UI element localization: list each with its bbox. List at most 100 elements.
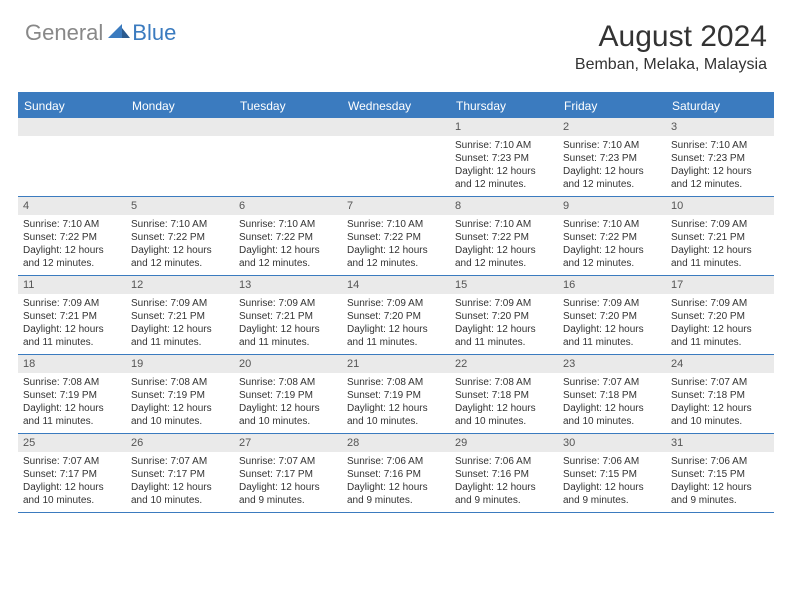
day-body: Sunrise: 7:10 AMSunset: 7:22 PMDaylight:… [450,215,558,274]
day-number: 22 [450,355,558,373]
day-body: Sunrise: 7:08 AMSunset: 7:19 PMDaylight:… [126,373,234,432]
logo-text-blue: Blue [132,20,176,46]
day-cell: 14Sunrise: 7:09 AMSunset: 7:20 PMDayligh… [342,276,450,354]
sunset-text: Sunset: 7:22 PM [347,231,445,244]
day-cell: 25Sunrise: 7:07 AMSunset: 7:17 PMDayligh… [18,434,126,512]
sunrise-text: Sunrise: 7:10 AM [23,218,121,231]
sunrise-text: Sunrise: 7:08 AM [239,376,337,389]
day-cell: 10Sunrise: 7:09 AMSunset: 7:21 PMDayligh… [666,197,774,275]
sunset-text: Sunset: 7:21 PM [239,310,337,323]
daylight-text: Daylight: 12 hours and 10 minutes. [455,402,553,428]
day-number: 30 [558,434,666,452]
daylight-text: Daylight: 12 hours and 10 minutes. [23,481,121,507]
sunrise-text: Sunrise: 7:08 AM [23,376,121,389]
daylight-text: Daylight: 12 hours and 12 minutes. [131,244,229,270]
logo-text-general: General [25,20,103,46]
sunrise-text: Sunrise: 7:10 AM [239,218,337,231]
day-number: 18 [18,355,126,373]
sunrise-text: Sunrise: 7:09 AM [239,297,337,310]
day-number: 21 [342,355,450,373]
day-cell [342,118,450,196]
day-cell: 26Sunrise: 7:07 AMSunset: 7:17 PMDayligh… [126,434,234,512]
day-number: 31 [666,434,774,452]
day-body: Sunrise: 7:06 AMSunset: 7:15 PMDaylight:… [558,452,666,511]
sunset-text: Sunset: 7:21 PM [131,310,229,323]
sunset-text: Sunset: 7:23 PM [563,152,661,165]
sunrise-text: Sunrise: 7:10 AM [563,218,661,231]
daylight-text: Daylight: 12 hours and 10 minutes. [347,402,445,428]
sunset-text: Sunset: 7:19 PM [23,389,121,402]
sunset-text: Sunset: 7:15 PM [563,468,661,481]
day-cell: 4Sunrise: 7:10 AMSunset: 7:22 PMDaylight… [18,197,126,275]
day-body: Sunrise: 7:07 AMSunset: 7:17 PMDaylight:… [234,452,342,511]
daylight-text: Daylight: 12 hours and 11 minutes. [671,323,769,349]
day-cell: 20Sunrise: 7:08 AMSunset: 7:19 PMDayligh… [234,355,342,433]
sunrise-text: Sunrise: 7:06 AM [671,455,769,468]
day-cell: 3Sunrise: 7:10 AMSunset: 7:23 PMDaylight… [666,118,774,196]
day-cell: 2Sunrise: 7:10 AMSunset: 7:23 PMDaylight… [558,118,666,196]
day-number: 19 [126,355,234,373]
daylight-text: Daylight: 12 hours and 11 minutes. [23,402,121,428]
sunset-text: Sunset: 7:18 PM [671,389,769,402]
day-cell [234,118,342,196]
daylight-text: Daylight: 12 hours and 10 minutes. [239,402,337,428]
day-number: 2 [558,118,666,136]
page-title: August 2024 [575,20,767,54]
daylight-text: Daylight: 12 hours and 11 minutes. [563,323,661,349]
week-row: 4Sunrise: 7:10 AMSunset: 7:22 PMDaylight… [18,197,774,276]
day-number-empty [342,118,450,136]
day-number: 9 [558,197,666,215]
weeks-container: 1Sunrise: 7:10 AMSunset: 7:23 PMDaylight… [18,118,774,513]
sunset-text: Sunset: 7:22 PM [23,231,121,244]
calendar: Sunday Monday Tuesday Wednesday Thursday… [18,92,774,513]
day-cell: 24Sunrise: 7:07 AMSunset: 7:18 PMDayligh… [666,355,774,433]
day-number: 15 [450,276,558,294]
day-number: 20 [234,355,342,373]
sunset-text: Sunset: 7:20 PM [455,310,553,323]
daylight-text: Daylight: 12 hours and 12 minutes. [23,244,121,270]
daylight-text: Daylight: 12 hours and 9 minutes. [671,481,769,507]
sunset-text: Sunset: 7:21 PM [671,231,769,244]
sunrise-text: Sunrise: 7:07 AM [239,455,337,468]
day-cell: 30Sunrise: 7:06 AMSunset: 7:15 PMDayligh… [558,434,666,512]
day-cell: 15Sunrise: 7:09 AMSunset: 7:20 PMDayligh… [450,276,558,354]
sunset-text: Sunset: 7:21 PM [23,310,121,323]
day-cell: 5Sunrise: 7:10 AMSunset: 7:22 PMDaylight… [126,197,234,275]
sunset-text: Sunset: 7:22 PM [563,231,661,244]
day-cell: 28Sunrise: 7:06 AMSunset: 7:16 PMDayligh… [342,434,450,512]
sunset-text: Sunset: 7:17 PM [23,468,121,481]
sunset-text: Sunset: 7:18 PM [563,389,661,402]
day-cell: 31Sunrise: 7:06 AMSunset: 7:15 PMDayligh… [666,434,774,512]
daylight-text: Daylight: 12 hours and 11 minutes. [347,323,445,349]
sunrise-text: Sunrise: 7:07 AM [671,376,769,389]
day-cell: 22Sunrise: 7:08 AMSunset: 7:18 PMDayligh… [450,355,558,433]
day-body: Sunrise: 7:08 AMSunset: 7:19 PMDaylight:… [234,373,342,432]
day-cell: 23 Sunrise: 7:07 AMSunset: 7:18 PMDayligh… [558,355,666,433]
day-body: Sunrise: 7:07 AMSunset: 7:18 PMDaylight:… [666,373,774,432]
sunrise-text: Sunrise: 7:08 AM [131,376,229,389]
day-header-wednesday: Wednesday [342,94,450,118]
day-body: Sunrise: 7:10 AMSunset: 7:22 PMDaylight:… [558,215,666,274]
day-body: Sunrise: 7:09 AMSunset: 7:20 PMDaylight:… [558,294,666,353]
day-body: Sunrise: 7:10 AMSunset: 7:23 PMDaylight:… [666,136,774,195]
daylight-text: Daylight: 12 hours and 11 minutes. [23,323,121,349]
day-cell: 29Sunrise: 7:06 AMSunset: 7:16 PMDayligh… [450,434,558,512]
day-number: 23 [558,355,666,373]
day-number-empty [126,118,234,136]
sunset-text: Sunset: 7:16 PM [347,468,445,481]
day-cell: 21Sunrise: 7:08 AMSunset: 7:19 PMDayligh… [342,355,450,433]
sunset-text: Sunset: 7:20 PM [563,310,661,323]
sunrise-text: Sunrise: 7:07 AM [563,376,661,389]
daylight-text: Daylight: 12 hours and 10 minutes. [563,402,661,428]
day-header-friday: Friday [558,94,666,118]
week-row: 18Sunrise: 7:08 AMSunset: 7:19 PMDayligh… [18,355,774,434]
sunrise-text: Sunrise: 7:09 AM [347,297,445,310]
day-body: Sunrise: 7:07 AMSunset: 7:17 PMDaylight:… [126,452,234,511]
day-body: Sunrise: 7:08 AMSunset: 7:19 PMDaylight:… [342,373,450,432]
day-number: 5 [126,197,234,215]
day-body: Sunrise: 7:10 AMSunset: 7:22 PMDaylight:… [342,215,450,274]
sunset-text: Sunset: 7:22 PM [131,231,229,244]
daylight-text: Daylight: 12 hours and 9 minutes. [455,481,553,507]
sunset-text: Sunset: 7:23 PM [455,152,553,165]
day-cell [18,118,126,196]
